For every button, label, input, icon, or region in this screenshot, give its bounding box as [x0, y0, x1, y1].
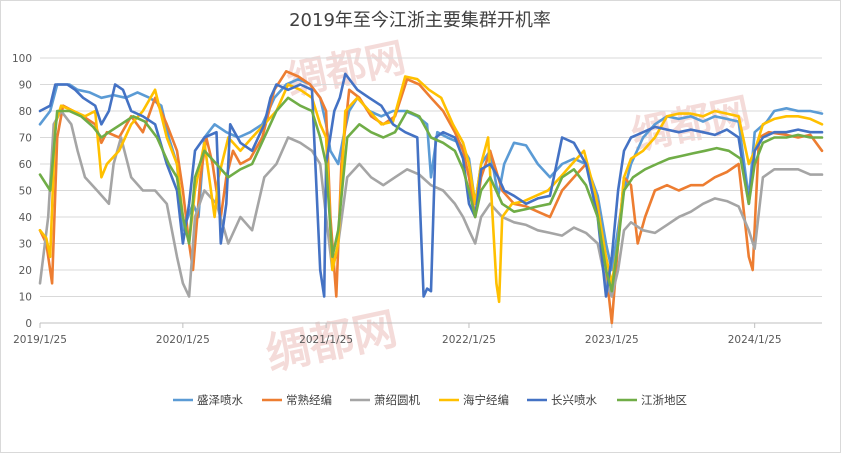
x-tick-label: 2019/1/25 [13, 334, 67, 346]
watermark-text: 绸都网 [627, 89, 754, 160]
y-tick-label: 50 [19, 186, 32, 198]
y-tick-label: 30 [19, 239, 32, 251]
series-line [38, 75, 824, 304]
legend-label: 长兴喷水 [551, 393, 597, 407]
series-line [38, 96, 824, 293]
legend-label: 盛泽喷水 [197, 393, 243, 407]
legend-item: 长兴喷水 [527, 393, 597, 407]
y-axis-ticks: 0 10 20 30 40 50 60 70 80 90 100 [12, 53, 32, 330]
y-tick-label: 0 [25, 318, 32, 330]
y-tick-label: 90 [19, 80, 32, 92]
x-tick-label: 2024/1/25 [728, 334, 782, 346]
legend: 盛泽喷水 常熟经编 萧绍圆机 海宁经编 长兴喷水 江浙地区 [173, 393, 687, 407]
legend-label: 海宁经编 [463, 393, 509, 407]
x-axis-ticks: 2019/1/25 2020/1/25 2021/1/25 2022/1/25 2023… [13, 323, 782, 346]
x-tick-label: 2021/1/25 [299, 334, 353, 346]
legend-item: 江浙地区 [617, 393, 687, 407]
series-line [38, 72, 824, 298]
legend-item: 萧绍圆机 [350, 393, 420, 407]
legend-label: 萧绍圆机 [374, 393, 420, 407]
watermark-text: 绸都网 [282, 34, 409, 105]
y-tick-label: 70 [19, 133, 32, 145]
legend-item: 常熟经编 [262, 393, 332, 407]
series-lines [38, 70, 824, 325]
legend-label: 常熟经编 [286, 393, 332, 407]
y-tick-label: 100 [12, 53, 32, 65]
x-tick-label: 2020/1/25 [156, 334, 210, 346]
legend-item: 盛泽喷水 [173, 393, 243, 407]
x-tick-label: 2022/1/25 [442, 334, 496, 346]
y-tick-label: 20 [19, 265, 32, 277]
x-tick-label: 2023/1/25 [585, 334, 639, 346]
y-tick-label: 60 [19, 159, 32, 171]
y-tick-label: 40 [19, 212, 32, 224]
chart-title: 2019年至今江浙主要集群开机率 [289, 10, 551, 31]
legend-label: 江浙地区 [641, 393, 687, 407]
legend-item: 海宁经编 [439, 393, 509, 407]
y-tick-label: 80 [19, 106, 32, 118]
y-tick-label: 10 [19, 292, 32, 304]
